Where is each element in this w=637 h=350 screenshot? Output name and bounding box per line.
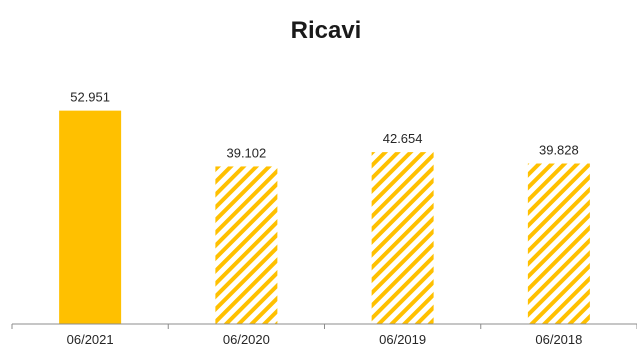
bar-06/2019 xyxy=(371,152,434,324)
bar-06/2021 xyxy=(59,110,122,325)
value-label: 52.951 xyxy=(70,90,110,105)
bar-06/2018 xyxy=(527,163,590,324)
bars-group xyxy=(59,110,590,325)
chart-title: Ricavi xyxy=(291,17,362,44)
x-tick-label: 06/2019 xyxy=(379,332,426,347)
x-ticks-group xyxy=(11,324,637,329)
x-tick-labels-group: 06/2021 06/2020 06/2019 06/2018 xyxy=(67,332,583,347)
value-labels-group: 52.951 39.102 42.654 39.828 xyxy=(70,90,579,161)
value-label: 39.828 xyxy=(539,143,579,158)
x-tick-label: 06/2018 xyxy=(535,332,582,347)
bar-06/2020 xyxy=(215,166,278,324)
value-label: 42.654 xyxy=(383,131,423,146)
x-tick-label: 06/2020 xyxy=(223,332,270,347)
value-label: 39.102 xyxy=(226,145,266,160)
x-tick-label: 06/2021 xyxy=(67,332,114,347)
